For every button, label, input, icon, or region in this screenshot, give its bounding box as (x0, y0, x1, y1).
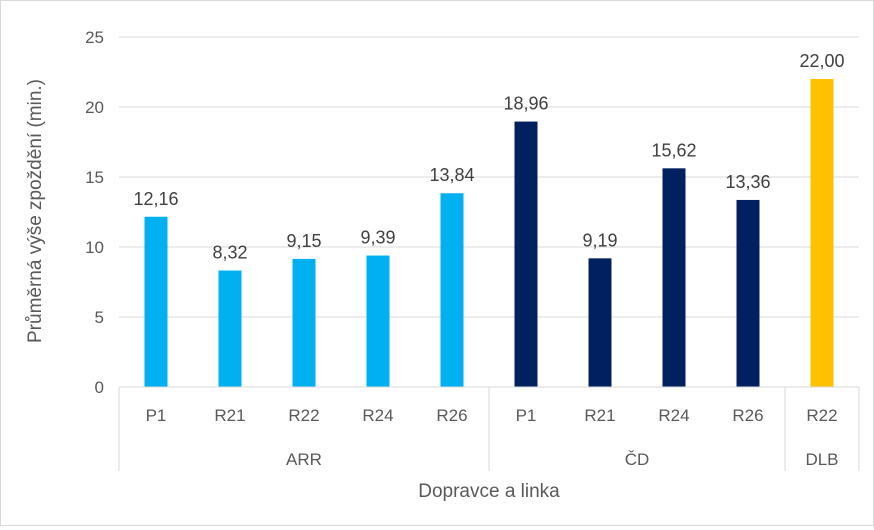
bar (366, 255, 390, 387)
x-category-label: R21 (584, 406, 615, 425)
bars (144, 79, 834, 387)
x-axis-title: Dopravce a linka (418, 481, 560, 502)
data-label: 18,96 (503, 94, 548, 114)
y-tick-label: 5 (95, 308, 104, 327)
x-category-label: R26 (732, 406, 763, 425)
x-category-label: R24 (658, 406, 689, 425)
data-label: 13,36 (725, 172, 770, 192)
data-label: 13,84 (429, 165, 474, 185)
bar (292, 258, 316, 387)
x-category-label: R24 (362, 406, 393, 425)
data-label: 8,32 (212, 243, 247, 263)
y-tick-label: 0 (95, 378, 104, 397)
gridlines (119, 36, 859, 318)
x-axis: P1 R21 R22 R24 R26 ARR P1 R21 R24 R26 ČD R22 DLB (118, 386, 860, 471)
bar (440, 193, 464, 387)
y-tick-label: 25 (85, 28, 104, 47)
y-axis-ticks: 0 5 10 15 20 25 (85, 28, 104, 397)
y-tick-label: 20 (85, 98, 104, 117)
x-group-label: ČD (625, 450, 650, 469)
data-label: 9,15 (286, 231, 321, 251)
x-group-label: ARR (286, 450, 322, 469)
data-label: 15,62 (651, 140, 696, 160)
data-label: 9,19 (582, 230, 617, 250)
data-labels: 12,16 8,32 9,15 9,39 13,84 18,96 9,19 15,62 13,3… (133, 51, 844, 263)
bar (588, 258, 612, 387)
x-category-label: R26 (436, 406, 467, 425)
x-category-label: P1 (516, 406, 537, 425)
data-label: 22,00 (799, 51, 844, 71)
bar (514, 121, 538, 387)
y-axis-title: Průměrná výše zpoždění (min.) (25, 79, 46, 343)
x-category-label: P1 (146, 406, 167, 425)
y-tick-label: 10 (85, 238, 104, 257)
x-category-label: R22 (806, 406, 837, 425)
data-label: 12,16 (133, 189, 178, 209)
data-label: 9,39 (360, 228, 395, 248)
bar (144, 216, 168, 387)
x-category-label: R22 (288, 406, 319, 425)
bar (810, 79, 834, 387)
y-tick-label: 15 (85, 168, 104, 187)
bar (736, 199, 760, 387)
x-group-label: DLB (805, 450, 838, 469)
bar (218, 270, 242, 387)
bar (662, 168, 686, 387)
x-category-label: R21 (214, 406, 245, 425)
